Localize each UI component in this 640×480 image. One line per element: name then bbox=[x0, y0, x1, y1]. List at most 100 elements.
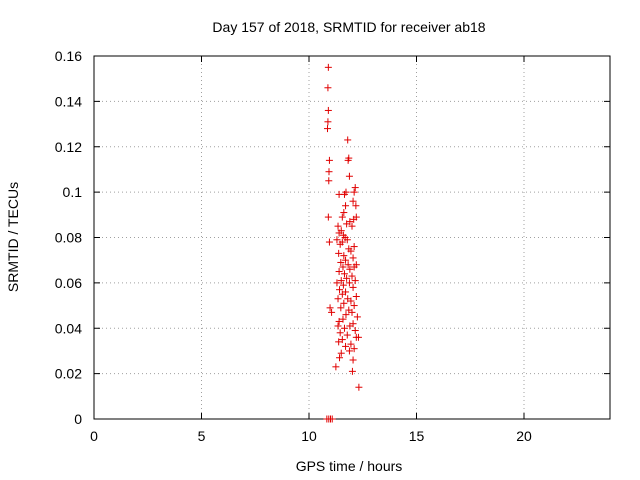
data-point bbox=[325, 168, 333, 176]
data-point bbox=[324, 118, 332, 126]
data-point bbox=[347, 340, 355, 348]
data-point bbox=[337, 349, 345, 357]
y-tick-label: 0.06 bbox=[55, 275, 82, 291]
data-point bbox=[328, 415, 336, 423]
chart-title: Day 157 of 2018, SRMTID for receiver ab1… bbox=[212, 19, 485, 35]
x-tick-label: 15 bbox=[409, 428, 425, 444]
x-tick-label: 0 bbox=[90, 428, 98, 444]
data-points bbox=[323, 63, 363, 423]
data-point bbox=[345, 172, 353, 180]
data-point bbox=[335, 317, 343, 325]
data-point bbox=[334, 322, 342, 330]
data-point bbox=[344, 136, 352, 144]
data-point bbox=[344, 156, 352, 164]
data-point bbox=[323, 125, 331, 133]
data-point bbox=[324, 63, 332, 71]
data-point bbox=[346, 322, 354, 330]
data-point bbox=[349, 356, 357, 364]
data-point bbox=[325, 177, 333, 185]
data-point bbox=[347, 247, 355, 255]
data-point bbox=[340, 252, 348, 260]
data-point bbox=[342, 202, 350, 210]
y-tick-label: 0.12 bbox=[55, 139, 82, 155]
data-point bbox=[325, 156, 333, 164]
data-point bbox=[335, 229, 343, 237]
data-point bbox=[342, 256, 350, 264]
data-point bbox=[340, 299, 348, 307]
data-point bbox=[335, 268, 343, 276]
x-tick-label: 5 bbox=[198, 428, 206, 444]
data-point bbox=[347, 297, 355, 305]
data-point bbox=[351, 327, 359, 335]
data-point bbox=[349, 283, 357, 291]
data-point bbox=[338, 290, 346, 298]
data-point bbox=[336, 240, 344, 248]
data-point bbox=[348, 367, 356, 375]
data-point bbox=[324, 106, 332, 114]
y-tick-label: 0.14 bbox=[55, 93, 82, 109]
y-axis-label: SRMTID / TECUs bbox=[5, 182, 21, 292]
data-point bbox=[338, 336, 346, 344]
data-point bbox=[324, 84, 332, 92]
data-point bbox=[335, 190, 343, 198]
data-point bbox=[350, 188, 358, 196]
grid bbox=[94, 56, 610, 419]
data-point bbox=[343, 236, 351, 244]
data-point bbox=[345, 347, 353, 355]
data-point bbox=[346, 265, 354, 273]
data-point bbox=[336, 354, 344, 362]
data-point bbox=[340, 270, 348, 278]
data-point bbox=[348, 272, 356, 280]
x-axis-label: GPS time / hours bbox=[296, 458, 403, 474]
data-point bbox=[340, 324, 348, 332]
data-point bbox=[348, 308, 356, 316]
axis-ticks: 0 5 10 15 20 0 0.02 0.04 0.06 0.08 0.1 0.12 0.14 0.16 bbox=[55, 48, 610, 444]
data-point bbox=[350, 345, 358, 353]
data-point bbox=[338, 213, 346, 221]
x-tick-label: 10 bbox=[301, 428, 317, 444]
data-point bbox=[352, 292, 360, 300]
x-tick-label: 20 bbox=[516, 428, 532, 444]
data-point bbox=[352, 333, 360, 341]
data-point bbox=[328, 308, 336, 316]
data-point bbox=[324, 213, 332, 221]
data-point bbox=[336, 329, 344, 337]
data-point bbox=[337, 304, 345, 312]
data-point bbox=[345, 279, 353, 287]
data-point bbox=[350, 302, 358, 310]
data-point bbox=[351, 277, 359, 285]
data-point bbox=[350, 243, 358, 251]
data-point bbox=[339, 263, 347, 271]
data-point bbox=[335, 338, 343, 346]
data-point bbox=[334, 295, 342, 303]
data-point bbox=[333, 236, 341, 244]
data-point bbox=[344, 261, 352, 269]
data-point bbox=[352, 202, 360, 210]
data-point bbox=[337, 258, 345, 266]
y-tick-label: 0.02 bbox=[55, 366, 82, 382]
data-point bbox=[349, 254, 357, 262]
data-point bbox=[348, 222, 356, 230]
data-point bbox=[335, 249, 343, 257]
data-point bbox=[342, 342, 350, 350]
data-point bbox=[337, 277, 345, 285]
data-point bbox=[332, 363, 340, 371]
data-point bbox=[343, 220, 351, 228]
data-point bbox=[351, 184, 359, 192]
data-point bbox=[342, 311, 350, 319]
data-point bbox=[343, 274, 351, 282]
data-point bbox=[343, 331, 351, 339]
data-point bbox=[350, 263, 358, 271]
data-point bbox=[350, 215, 358, 223]
data-point bbox=[339, 281, 347, 289]
data-point bbox=[325, 238, 333, 246]
data-point bbox=[353, 313, 361, 321]
data-point bbox=[326, 304, 334, 312]
data-point bbox=[349, 197, 357, 205]
data-point bbox=[355, 383, 363, 391]
y-tick-label: 0.08 bbox=[55, 230, 82, 246]
y-tick-label: 0.04 bbox=[55, 320, 82, 336]
data-point bbox=[334, 222, 342, 230]
data-point bbox=[333, 279, 341, 287]
